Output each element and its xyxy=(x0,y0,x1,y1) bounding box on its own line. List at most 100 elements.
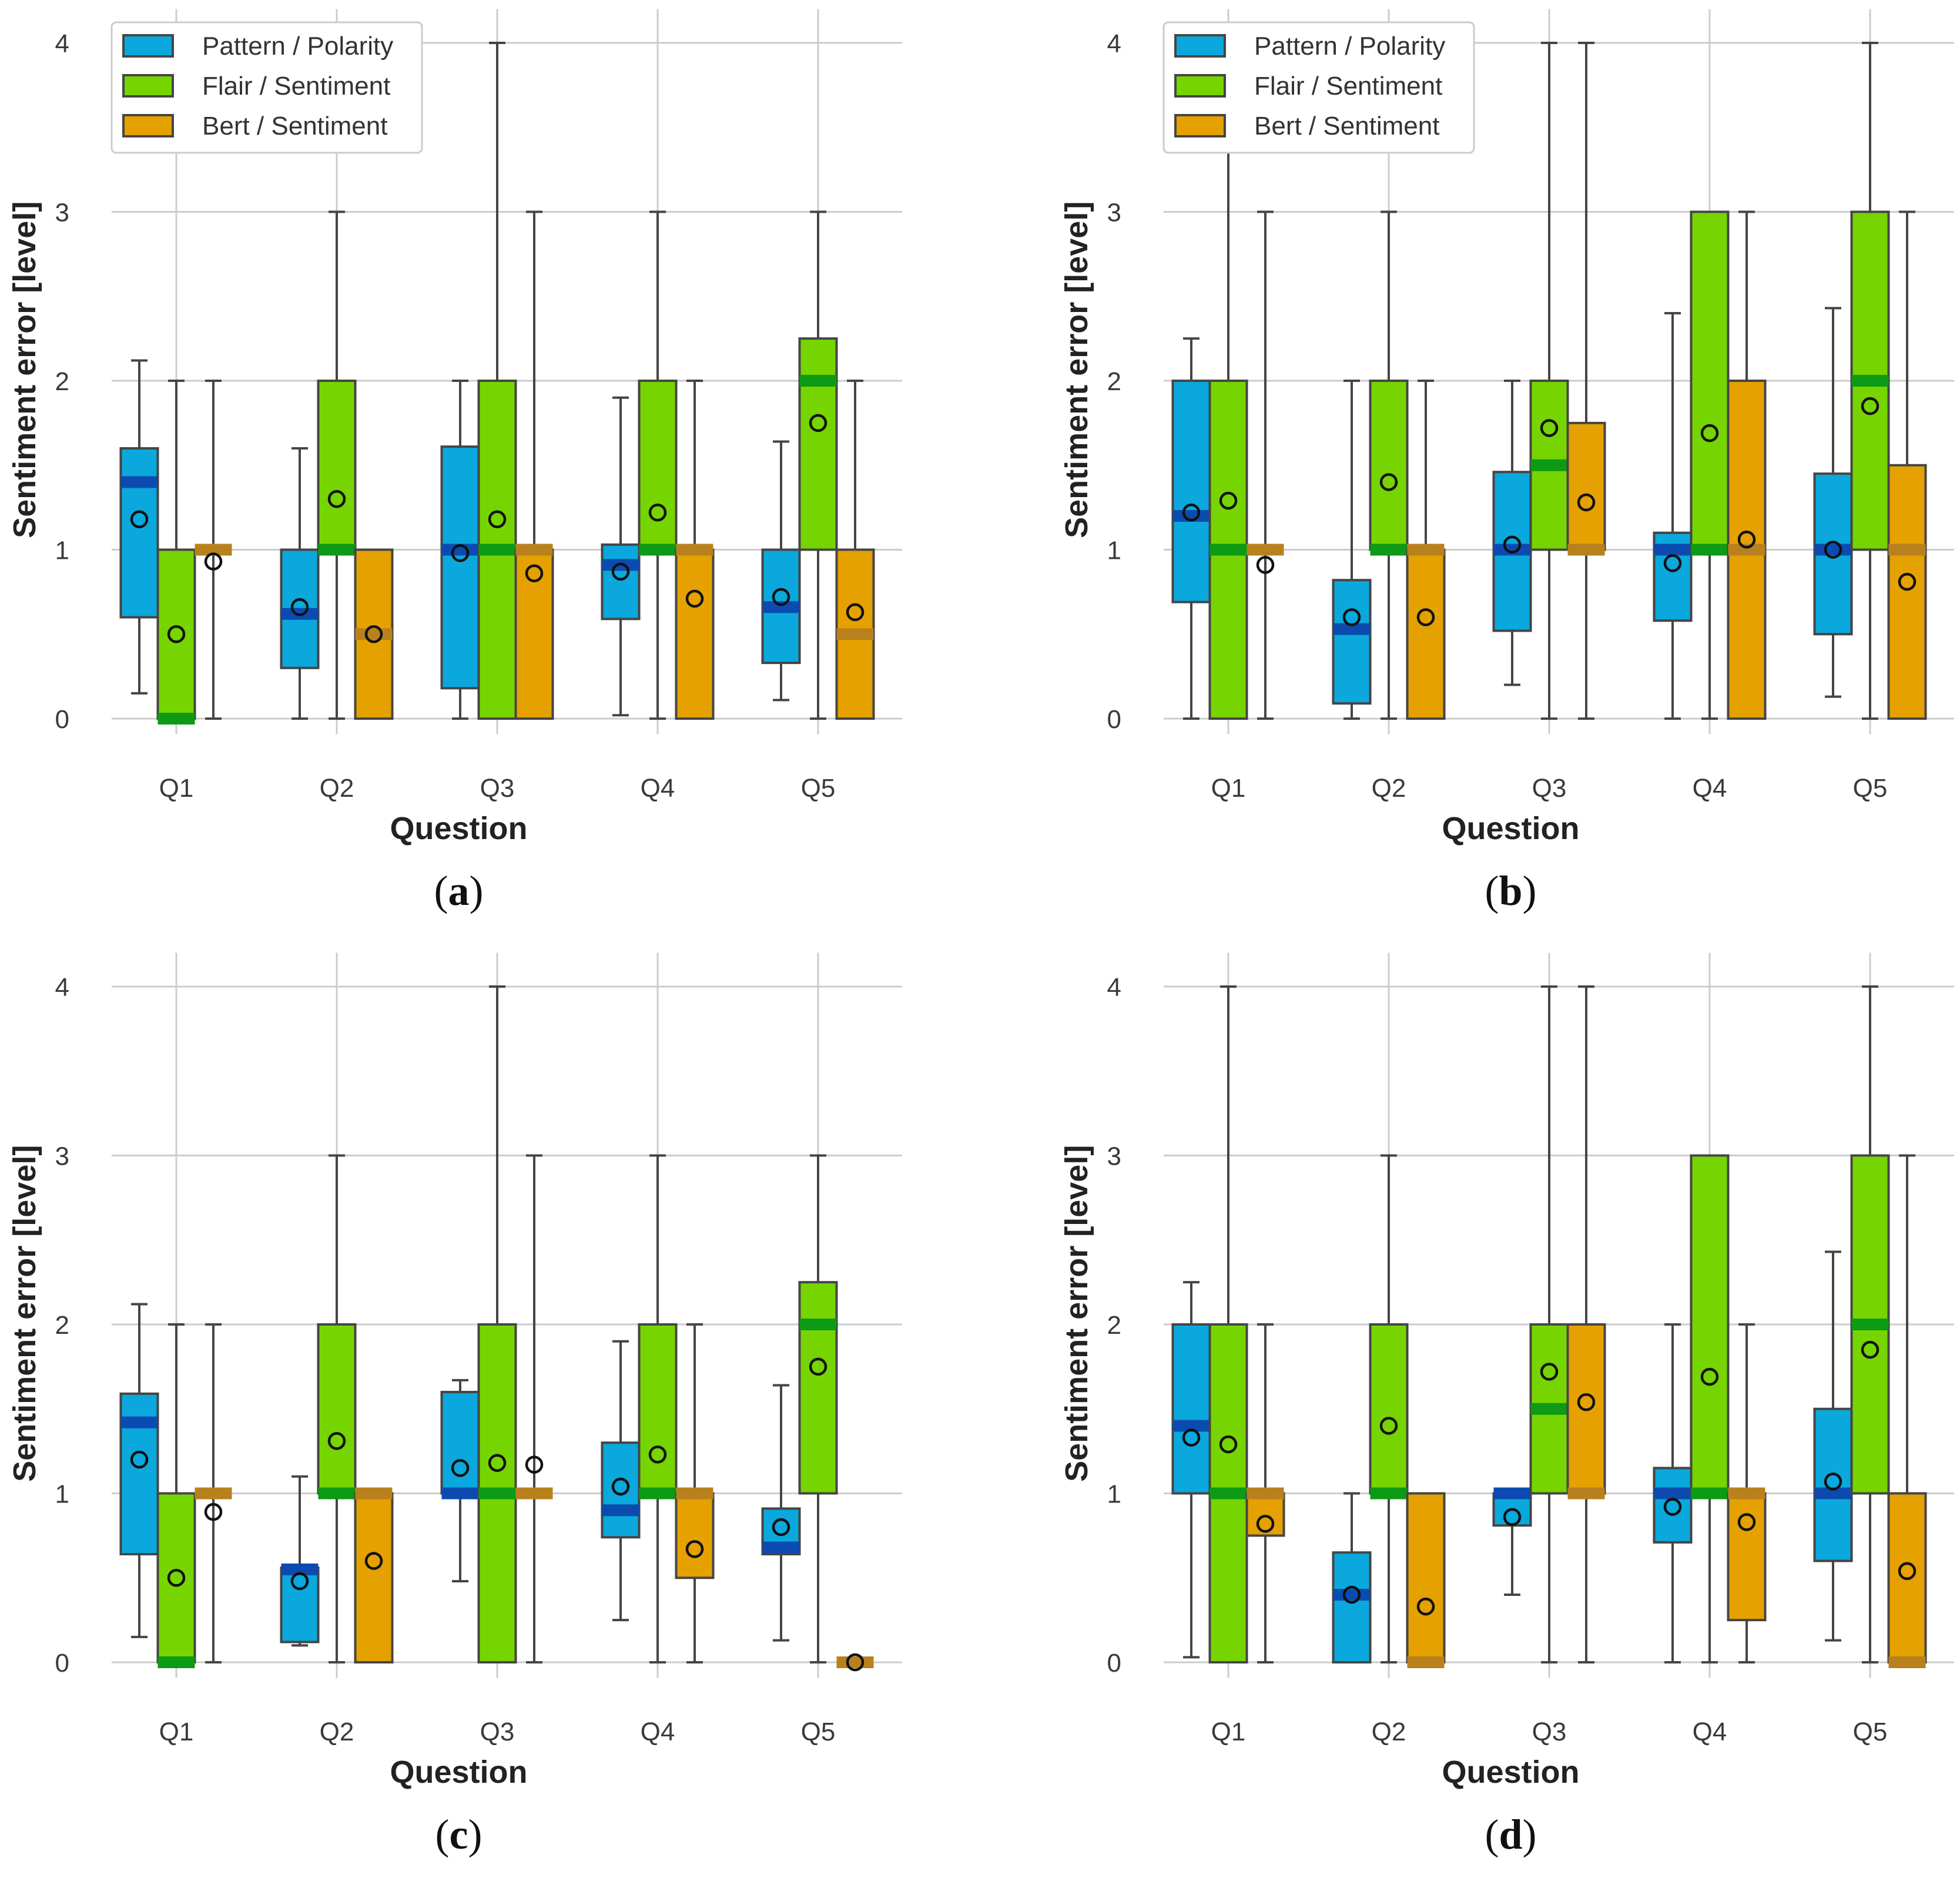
box-flair-q4 xyxy=(1690,1154,1730,1663)
box-iqr xyxy=(638,380,678,551)
mean-marker xyxy=(327,1432,346,1450)
x-tick-label: Q5 xyxy=(801,774,836,803)
mean-marker xyxy=(130,1450,149,1469)
legend-entry: Flair / Sentiment xyxy=(1254,72,1442,100)
legend: Pattern / Polarity Flair / Sentiment Bert … xyxy=(1162,21,1475,154)
y-tick-label: 2 xyxy=(55,367,69,396)
median-bar xyxy=(799,375,837,387)
mean-marker xyxy=(1256,556,1275,574)
x-tick-label: Q4 xyxy=(1693,774,1727,803)
median-bar xyxy=(515,1487,553,1500)
box-pattern-q1 xyxy=(119,1303,159,1638)
median-bar xyxy=(1333,623,1371,635)
box-flair-q5 xyxy=(1850,42,1890,720)
median-bar xyxy=(441,1487,479,1500)
box-flair-q1 xyxy=(1208,42,1248,720)
box-iqr xyxy=(1369,1323,1409,1495)
box-flair-q4 xyxy=(638,1154,678,1663)
box-flair-q4 xyxy=(638,210,678,720)
box-bert-q1 xyxy=(1247,210,1284,720)
y-tick-label: 3 xyxy=(55,199,69,227)
median-bar xyxy=(1407,544,1445,556)
mean-marker xyxy=(809,414,827,432)
x-tick-label: Q5 xyxy=(1853,774,1888,803)
x-tick-label: Q1 xyxy=(159,774,194,803)
median-bar xyxy=(1814,544,1852,556)
box-iqr xyxy=(156,548,196,720)
x-axis-title: Question xyxy=(1442,1755,1579,1790)
median-bar xyxy=(195,1487,232,1500)
mean-marker xyxy=(772,1518,790,1537)
mean-marker xyxy=(525,1455,544,1474)
mean-marker xyxy=(809,1357,827,1376)
median-bar xyxy=(478,1487,516,1500)
box-iqr xyxy=(1690,210,1730,551)
legend-swatch xyxy=(122,74,174,98)
median-bar xyxy=(762,1541,800,1554)
mean-marker xyxy=(1256,1515,1275,1533)
box-iqr xyxy=(1727,1492,1767,1622)
mean-marker xyxy=(525,564,544,582)
median-bar xyxy=(762,601,800,613)
mean-marker xyxy=(290,1572,309,1591)
box-bert-q2 xyxy=(354,548,394,720)
mean-marker xyxy=(1577,1393,1596,1411)
median-bar xyxy=(1567,1487,1605,1500)
series-bert xyxy=(195,1154,874,1672)
box-iqr xyxy=(1332,1551,1372,1663)
median-bar xyxy=(478,544,516,556)
box-iqr xyxy=(317,1323,357,1495)
median-bar xyxy=(836,1656,874,1668)
box-iqr xyxy=(675,548,715,720)
mean-marker xyxy=(685,589,704,608)
box-iqr xyxy=(1887,464,1927,720)
gridlines xyxy=(1164,952,1954,1678)
mean-marker xyxy=(1824,541,1842,559)
box-pattern-q4 xyxy=(1653,1323,1693,1663)
mean-marker xyxy=(204,1502,223,1521)
median-bar xyxy=(602,1504,639,1517)
box-iqr xyxy=(156,1492,196,1663)
mean-marker xyxy=(290,598,309,616)
box-iqr xyxy=(1171,1323,1211,1495)
legend-frame xyxy=(110,21,423,154)
median-bar xyxy=(1691,1487,1728,1500)
series-pattern xyxy=(119,1303,801,1647)
mean-marker xyxy=(451,544,470,562)
median-bar xyxy=(1654,544,1691,556)
box-flair-q2 xyxy=(317,210,357,720)
box-bert-q3 xyxy=(1566,42,1606,720)
box-bert-q4 xyxy=(1727,210,1767,720)
series-flair xyxy=(156,42,838,725)
x-tick-label: Q4 xyxy=(641,774,675,803)
box-pattern-q2 xyxy=(280,1475,320,1647)
box-pattern-q2 xyxy=(280,447,320,720)
box-bert-q5 xyxy=(836,1653,874,1672)
median-bar xyxy=(1728,1487,1765,1500)
y-axis-title: Sentiment error [level] xyxy=(1059,202,1094,538)
box-bert-q3 xyxy=(1566,985,1606,1663)
mean-marker xyxy=(1379,473,1398,491)
series-flair xyxy=(1208,985,1890,1663)
median-bar xyxy=(158,1656,195,1668)
median-bar xyxy=(676,1487,713,1500)
box-iqr xyxy=(119,447,159,619)
median-bar xyxy=(1333,1589,1371,1601)
box-pattern-q2 xyxy=(1332,1492,1372,1663)
box-iqr xyxy=(440,445,480,690)
median-bar xyxy=(1209,544,1247,556)
box-bert-q4 xyxy=(1727,1323,1767,1663)
y-tick-label: 0 xyxy=(55,705,69,734)
x-tick-label: Q5 xyxy=(1853,1718,1888,1746)
x-tick-label: Q3 xyxy=(480,1718,515,1746)
median-bar xyxy=(1172,510,1210,522)
mean-marker xyxy=(1379,1417,1398,1435)
box-bert-q5 xyxy=(1887,1154,1927,1668)
box-iqr xyxy=(1369,380,1409,551)
box-iqr xyxy=(1245,1492,1285,1537)
mean-marker xyxy=(1898,1562,1917,1580)
box-pattern-q3 xyxy=(1492,1487,1532,1596)
x-tick-label: Q4 xyxy=(641,1718,675,1746)
median-bar xyxy=(1654,1487,1691,1500)
x-tick-label: Q3 xyxy=(1532,1718,1567,1746)
